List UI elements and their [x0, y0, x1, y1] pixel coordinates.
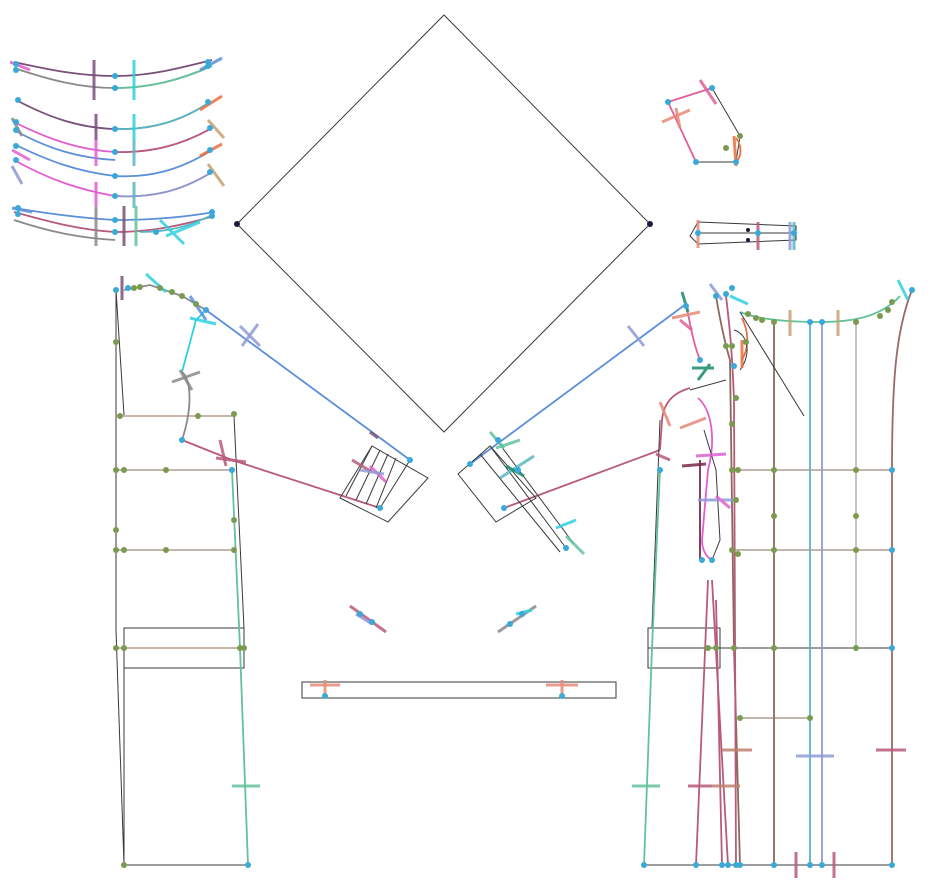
collar-piece[interactable] — [661, 79, 743, 167]
tab-piece[interactable] — [689, 220, 797, 250]
left-front-panel[interactable] — [113, 272, 262, 868]
right-sleeve[interactable] — [457, 303, 687, 556]
curved-strips[interactable] — [9, 56, 226, 246]
right-back-panel[interactable] — [632, 279, 915, 878]
small-notch-left[interactable] — [349, 604, 387, 634]
left-sleeve[interactable] — [205, 309, 429, 523]
waistband-strip[interactable] — [301, 680, 617, 699]
small-notch-right[interactable] — [497, 604, 537, 634]
diamond-panel[interactable] — [234, 14, 653, 433]
